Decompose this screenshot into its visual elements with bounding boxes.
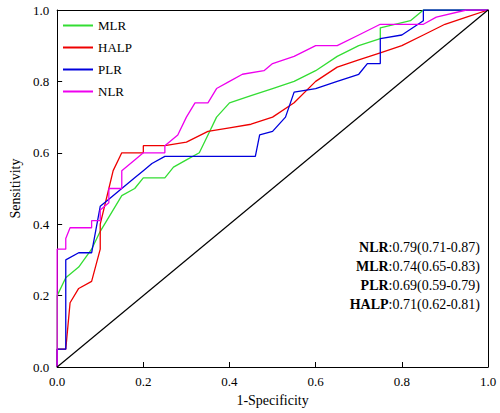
svg-text:HALP: HALP — [98, 40, 132, 55]
svg-text:NLR: NLR — [98, 84, 124, 99]
svg-text::0.79(0.71-0.87): :0.79(0.71-0.87) — [389, 240, 481, 256]
svg-text:1.0: 1.0 — [480, 374, 496, 389]
svg-text:0.2: 0.2 — [135, 374, 151, 389]
svg-text:0.0: 0.0 — [49, 374, 65, 389]
svg-text:0.8: 0.8 — [394, 374, 410, 389]
svg-text:0.2: 0.2 — [33, 288, 49, 303]
svg-text:0.4: 0.4 — [221, 374, 238, 389]
svg-text:HALP: HALP — [350, 297, 389, 312]
svg-text:0.6: 0.6 — [308, 374, 325, 389]
svg-text:Sensitivity: Sensitivity — [8, 159, 23, 219]
svg-text:MLR: MLR — [98, 18, 127, 33]
svg-text:0.0: 0.0 — [33, 360, 49, 375]
svg-text:MLR: MLR — [356, 259, 390, 274]
svg-text:0.4: 0.4 — [33, 217, 50, 232]
svg-text:0.6: 0.6 — [33, 145, 50, 160]
svg-text:PLR: PLR — [98, 62, 122, 77]
svg-text:1.0: 1.0 — [33, 3, 49, 18]
svg-text:NLR: NLR — [359, 240, 389, 255]
svg-text::0.74(0.65-0.83): :0.74(0.65-0.83) — [389, 259, 481, 275]
svg-text:PLR: PLR — [361, 278, 390, 293]
svg-text:0.8: 0.8 — [33, 74, 49, 89]
svg-text::0.69(0.59-0.79): :0.69(0.59-0.79) — [389, 278, 481, 294]
svg-text::0.71(0.62-0.81): :0.71(0.62-0.81) — [389, 297, 481, 313]
svg-text:1-Specificity: 1-Specificity — [236, 393, 308, 408]
